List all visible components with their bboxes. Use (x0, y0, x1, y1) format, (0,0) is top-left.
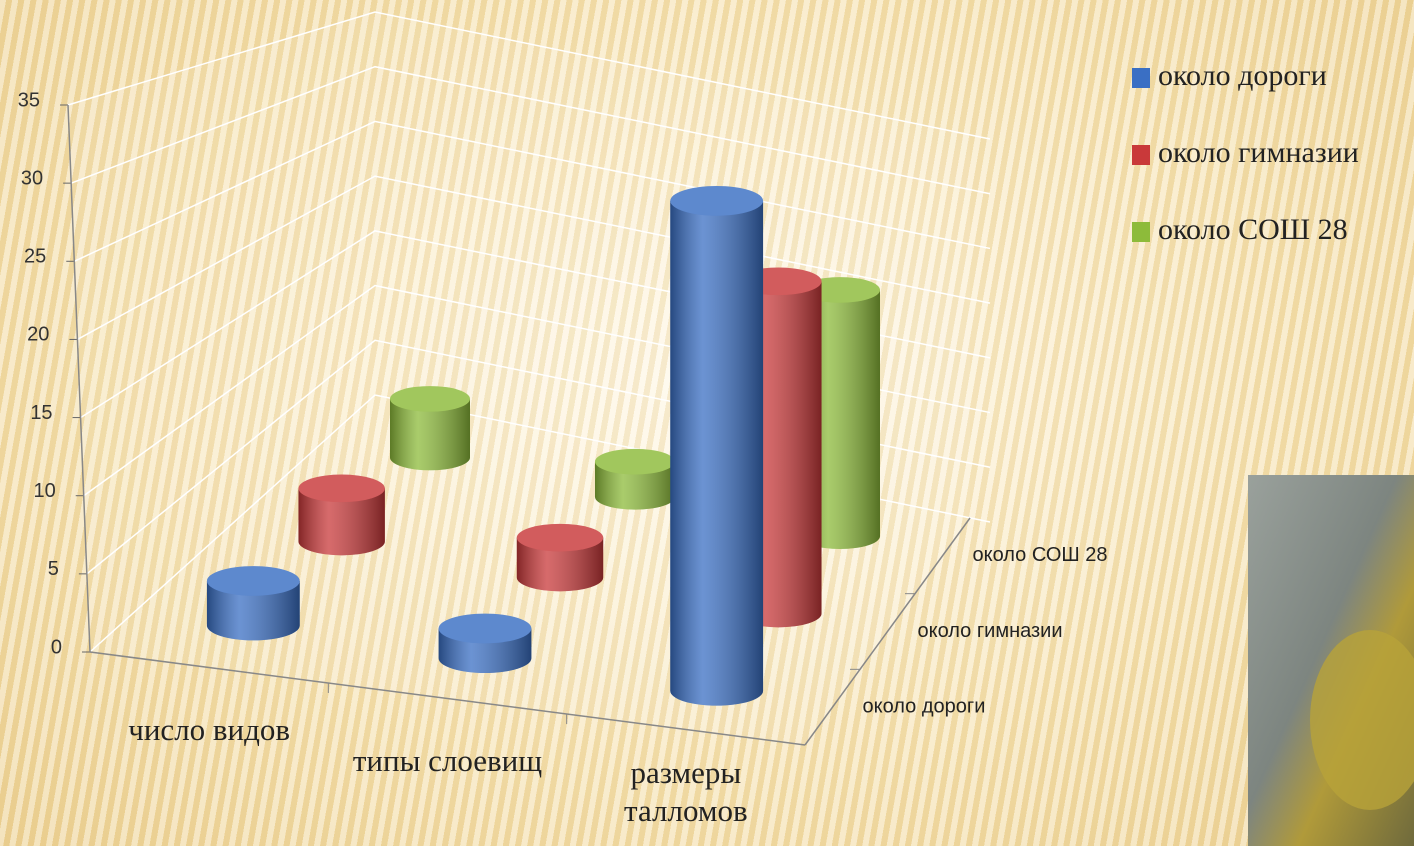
depth-tick-label: около гимназии (918, 620, 1063, 642)
bar-top-light (516, 523, 604, 552)
legend-label: около дороги (1158, 59, 1327, 92)
grid-line (67, 11, 991, 140)
y-tick-label: 10 (33, 480, 55, 502)
x-tick-label: типы слоевищ (352, 742, 543, 778)
legend-label: около СОШ 28 (1158, 213, 1348, 246)
bar-top (206, 566, 300, 596)
legend-swatch (1132, 68, 1150, 88)
bar-top-light (390, 386, 470, 412)
bar-top-light (595, 448, 675, 475)
bar-top (438, 613, 532, 644)
y-tick-label: 30 (21, 167, 43, 189)
bar-top-light (438, 613, 532, 644)
bar-top (390, 386, 470, 412)
bar-shade (390, 398, 470, 471)
plot-area: 0 5 10 15 20 25 30 35 около дороги около гимназии… (18, 11, 1108, 746)
depth-axis (804, 517, 971, 746)
grid-line (77, 175, 991, 341)
y-tick-label: 20 (27, 324, 49, 346)
x-axis (89, 651, 806, 746)
bar-shade (670, 200, 764, 706)
bar-top (298, 474, 385, 503)
bar-top-light (298, 474, 385, 503)
bar-shade (206, 580, 300, 641)
y-tick-label: 5 (48, 558, 59, 580)
depth-tick-label: около дороги (863, 695, 986, 717)
y-axis (67, 104, 91, 653)
y-tick-label: 35 (18, 89, 40, 111)
legend: около дороги около гимназии около СОШ 28 (1132, 59, 1359, 246)
bar-shade (595, 461, 675, 510)
lichen-patch (1310, 630, 1414, 810)
left-wall (68, 12, 375, 652)
bar-shade (516, 537, 604, 592)
y-tick-label: 0 (51, 636, 62, 658)
x-tick-label: число видов (128, 711, 291, 747)
bar-shade (298, 488, 385, 556)
y-tick-label: 15 (30, 402, 52, 424)
legend-swatch (1132, 145, 1150, 165)
bar-top (516, 523, 604, 552)
y-tick-label: 25 (24, 246, 46, 268)
bar-top (595, 448, 675, 475)
bar-top (670, 186, 764, 216)
x-tick-label: размеры талломов (624, 754, 748, 828)
bar-top-light (670, 186, 764, 216)
grid-line (70, 65, 991, 195)
legend-swatch (1132, 222, 1150, 242)
depth-tick-label: около СОШ 28 (973, 544, 1108, 566)
bar-top-light (206, 566, 300, 596)
photo (1248, 475, 1414, 846)
legend-label: около гимназии (1158, 136, 1359, 169)
grid-line (73, 120, 991, 262)
